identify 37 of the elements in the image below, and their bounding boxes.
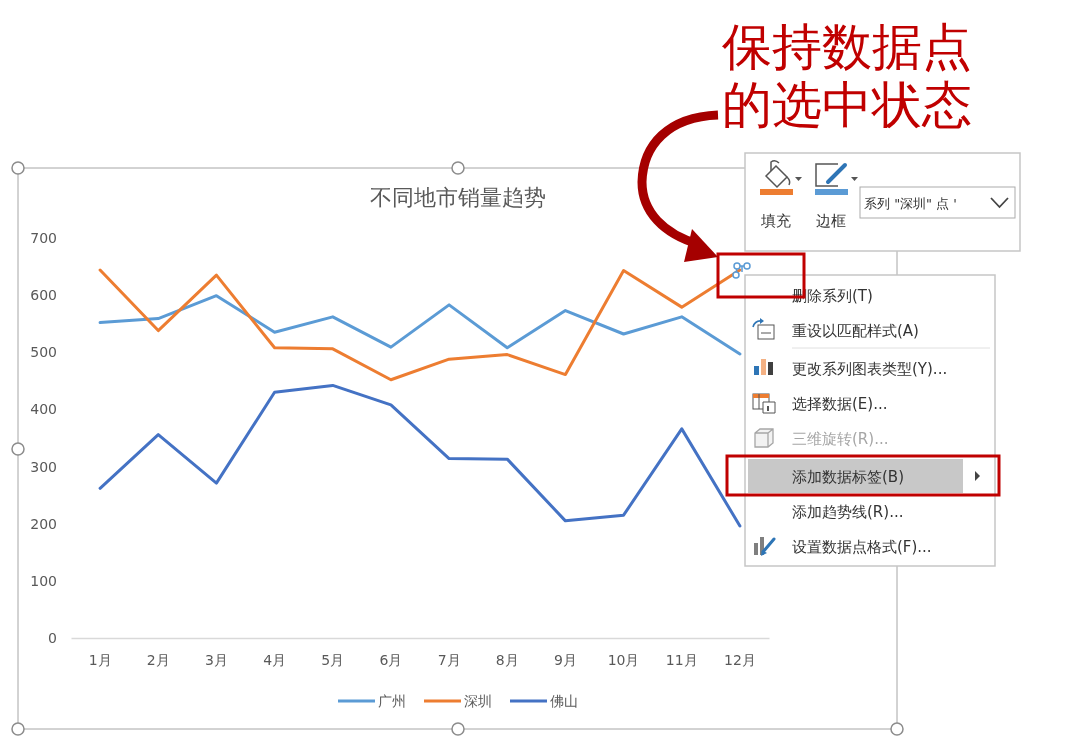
x-tick-label: 11月 — [665, 651, 698, 668]
x-tick-label: 1月 — [88, 651, 112, 668]
text: 选择数据(E)... — [792, 395, 888, 413]
x-tick-label: 9月 — [553, 651, 577, 668]
chart-title: 不同地市销量趋势 — [370, 185, 546, 210]
x-tick-label: 4月 — [263, 651, 287, 668]
text: 添加趋势线(R)... — [792, 503, 904, 521]
x-tick-label: 5月 — [321, 651, 345, 668]
x-tick-label: 2月 — [146, 651, 170, 668]
text: 添加数据标签(B) — [792, 468, 904, 486]
text: 系列 "深圳" 点 ' — [864, 196, 957, 211]
text: 保持数据点的选中状态 — [722, 18, 973, 134]
x-tick-label: 8月 — [495, 651, 519, 668]
text: 设置数据点格式(F)... — [792, 538, 932, 556]
legend-label: 佛山 — [550, 693, 578, 709]
y-tick-label: 200 — [30, 515, 57, 532]
y-tick-label: 500 — [30, 344, 57, 361]
text: 重设以匹配样式(A) — [792, 322, 919, 340]
text: 三维旋转(R)... — [792, 430, 889, 448]
x-tick-label: 12月 — [724, 651, 756, 668]
legend-label: 广州 — [378, 693, 406, 709]
y-tick-label: 400 — [30, 401, 57, 418]
text: 填充 — [760, 212, 791, 230]
y-tick-label: 700 — [30, 229, 57, 246]
legend-label: 深圳 — [464, 693, 492, 709]
x-tick-label: 10月 — [607, 651, 640, 668]
y-tick-label: 300 — [30, 458, 57, 475]
y-tick-label: 600 — [30, 287, 57, 304]
line-series — [98, 294, 742, 356]
y-tick-label: 0 — [48, 629, 57, 646]
x-tick-label: 3月 — [204, 651, 228, 668]
x-tick-label: 6月 — [379, 651, 403, 668]
x-tick-label: 7月 — [437, 651, 461, 668]
y-tick-label: 100 — [30, 572, 57, 589]
text: 更改系列图表类型(Y)... — [792, 360, 948, 378]
text: 边框 — [816, 212, 846, 230]
line-series — [98, 383, 742, 528]
